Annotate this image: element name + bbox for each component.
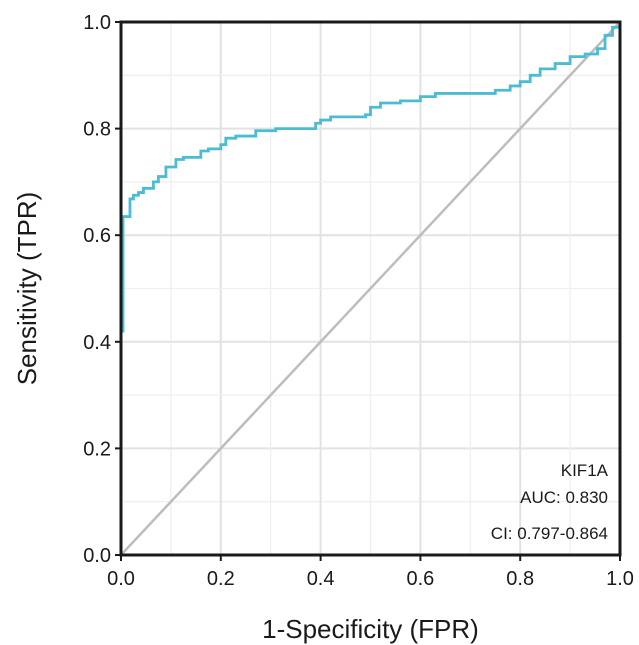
- x-tick-label: 0.2: [207, 568, 235, 590]
- reference-line: [120, 21, 621, 556]
- y-tick-label: 1.0: [83, 12, 111, 34]
- x-tick-label: 0.4: [307, 568, 335, 590]
- x-axis-title: 1-Specificity (FPR): [262, 614, 479, 644]
- y-tick-label: 0.2: [83, 438, 111, 460]
- y-tick-label: 0.8: [83, 119, 111, 141]
- x-tick-label: 0.0: [107, 568, 135, 590]
- plot-frame: [119, 20, 622, 557]
- x-tick-label: 0.6: [406, 568, 434, 590]
- annotation-gene: KIF1A: [561, 461, 609, 480]
- y-tick-label: 0.4: [83, 332, 111, 354]
- x-tick-label: 0.8: [506, 568, 534, 590]
- annotation-auc: AUC: 0.830: [520, 488, 608, 507]
- annotation: KIF1A AUC: 0.830 CI: 0.797-0.864: [491, 461, 609, 543]
- roc-curve-line: [119, 22, 622, 555]
- axis-ticks: 0.0 0.2 0.4 0.6 0.8 1.0 0.0 0.2 0.4 0.6 0.8 1.0: [83, 12, 634, 590]
- y-tick-label: 0.0: [83, 545, 111, 567]
- y-axis-title: Sensitivity (TPR): [12, 192, 42, 386]
- y-tick-label: 0.6: [83, 225, 111, 247]
- reference-diagonal: [120, 21, 621, 556]
- roc-series: [119, 22, 622, 555]
- x-tick-label: 1.0: [606, 568, 634, 590]
- annotation-ci: CI: 0.797-0.864: [491, 524, 608, 543]
